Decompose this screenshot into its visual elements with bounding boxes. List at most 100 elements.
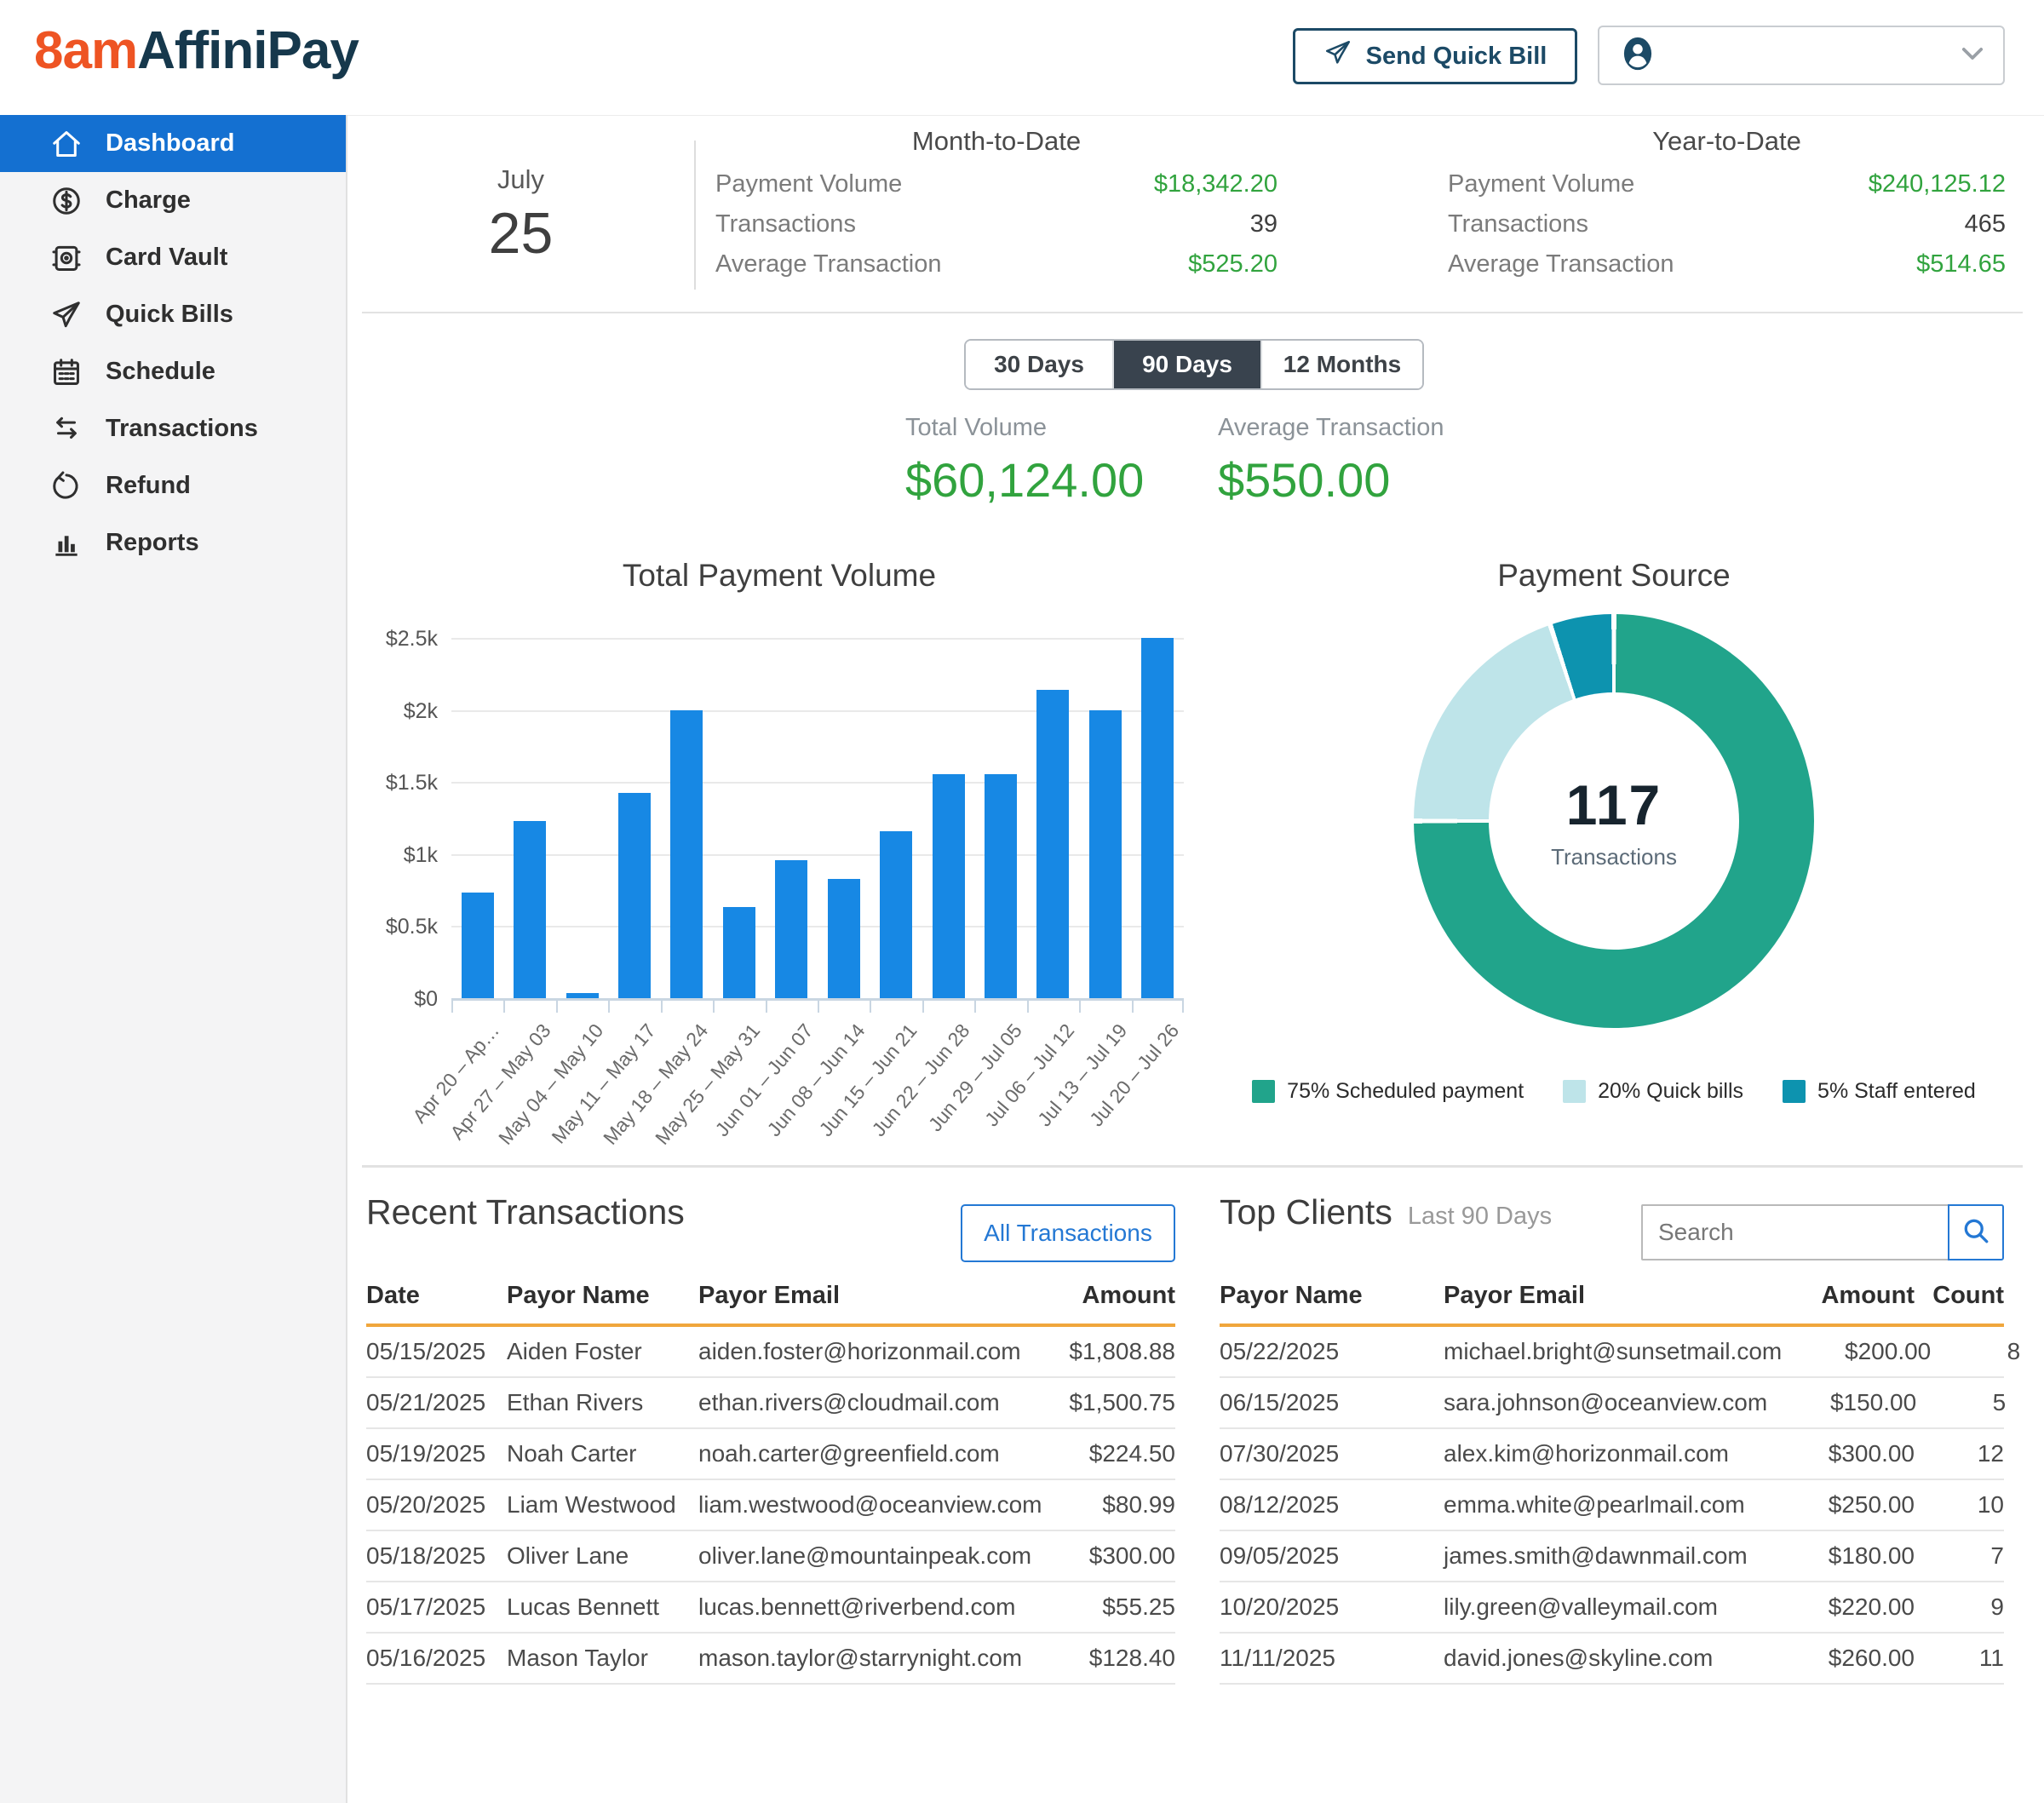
- search-icon: [1961, 1215, 1991, 1250]
- tab-90-days[interactable]: 90 Days: [1114, 341, 1262, 388]
- search-input[interactable]: [1641, 1204, 1949, 1260]
- table-cell: 05/22/2025: [1220, 1338, 1444, 1365]
- stat-row: Payment Volume$18,342.20: [715, 170, 1278, 198]
- bar-Jun 15 – Jun 21: [880, 831, 912, 998]
- user-menu[interactable]: [1598, 26, 2005, 85]
- table-cell: 10: [1915, 1491, 2004, 1519]
- y-axis-tick-label: $0.5k: [366, 915, 438, 939]
- table-cell: 05/18/2025: [366, 1542, 507, 1570]
- table-cell: 06/15/2025: [1220, 1389, 1444, 1416]
- x-axis-tick-mark: [451, 999, 453, 1013]
- column-header: Count: [1915, 1282, 2004, 1310]
- table-cell: $300.00: [1766, 1440, 1915, 1467]
- table-cell: 05/20/2025: [366, 1491, 507, 1519]
- average-transaction-label: Average Transaction: [1218, 414, 1444, 442]
- stat-value: $514.65: [1916, 250, 2006, 278]
- legend-swatch-icon: [1252, 1080, 1275, 1103]
- table-cell: oliver.lane@mountainpeak.com: [698, 1542, 1056, 1570]
- bar-Jul 06 – Jul 12: [1036, 690, 1069, 998]
- ytd-title: Year-to-Date: [1448, 126, 2006, 157]
- sidebar-item-quick-bills[interactable]: Quick Bills: [0, 286, 346, 343]
- column-header: Payor Name: [507, 1282, 698, 1310]
- table-row: 07/30/2025alex.kim@horizonmail.com$300.0…: [1220, 1429, 2004, 1480]
- search-button[interactable]: [1948, 1204, 2004, 1260]
- sidebar-item-label: Card Vault: [106, 244, 227, 272]
- table-cell: 05/16/2025: [366, 1645, 507, 1672]
- table-cell: 9: [1915, 1593, 2004, 1621]
- stat-label: Average Transaction: [715, 250, 941, 278]
- sidebar-item-card-vault[interactable]: Card Vault: [0, 229, 346, 286]
- gridline: [451, 854, 1184, 856]
- table-cell: 09/05/2025: [1220, 1542, 1444, 1570]
- sidebar-item-refund[interactable]: Refund: [0, 457, 346, 514]
- table-cell: $300.00: [1056, 1542, 1175, 1570]
- legend-label: 20% Quick bills: [1598, 1079, 1743, 1104]
- sidebar-item-reports[interactable]: Reports: [0, 514, 346, 571]
- all-transactions-button[interactable]: All Transactions: [961, 1204, 1175, 1262]
- sidebar-item-charge[interactable]: Charge: [0, 172, 346, 229]
- table-cell: 7: [1915, 1542, 2004, 1570]
- bar-May 18 – May 24: [670, 710, 703, 998]
- column-header: Payor Email: [1444, 1282, 1766, 1310]
- sidebar-item-dashboard[interactable]: Dashboard: [0, 115, 346, 172]
- sidebar-nav: DashboardCharge Card Vault Quick BillsSche…: [0, 115, 347, 1803]
- x-axis-tick-mark: [503, 999, 505, 1013]
- send-quick-bill-label: Send Quick Bill: [1366, 43, 1547, 71]
- legend-label: 75% Scheduled payment: [1287, 1079, 1524, 1104]
- card-vault-icon: [49, 241, 83, 275]
- table-cell: james.smith@dawnmail.com: [1444, 1542, 1766, 1570]
- donut-ring: 117 Transactions: [1414, 614, 1814, 1028]
- sidebar-item-label: Refund: [106, 472, 191, 500]
- table-cell: liam.westwood@oceanview.com: [698, 1491, 1056, 1519]
- bar-May 04 – May 10: [566, 993, 599, 998]
- table-cell: lily.green@valleymail.com: [1444, 1593, 1766, 1621]
- total-volume-label: Total Volume: [905, 414, 1144, 442]
- stat-label: Payment Volume: [1448, 170, 1634, 198]
- table-cell: 11: [1915, 1645, 2004, 1672]
- recent-transactions-section: Recent Transactions All Transactions Dat…: [366, 1192, 1175, 1685]
- payment-source-chart: Payment Source 117 Transactions 75% Sche…: [1324, 558, 1903, 1137]
- table-cell: Ethan Rivers: [507, 1389, 698, 1416]
- table-cell: 05/19/2025: [366, 1440, 507, 1467]
- sidebar-item-schedule[interactable]: Schedule: [0, 343, 346, 400]
- table-cell: lucas.bennett@riverbend.com: [698, 1593, 1056, 1621]
- table-row: 05/22/2025michael.bright@sunsetmail.com$…: [1220, 1327, 2004, 1378]
- stats-divider-vertical: [694, 141, 696, 290]
- home-icon: [49, 127, 83, 161]
- app-logo: 8amAffiniPay: [34, 20, 359, 81]
- sidebar-item-label: Transactions: [106, 415, 258, 443]
- table-cell: ethan.rivers@cloudmail.com: [698, 1389, 1056, 1416]
- bar-Jun 01 – Jun 07: [775, 860, 807, 998]
- table-cell: Aiden Foster: [507, 1338, 698, 1365]
- date-month: July: [497, 164, 544, 195]
- x-axis-tick-mark: [1027, 999, 1029, 1013]
- tab-12-months[interactable]: 12 Months: [1262, 341, 1422, 388]
- paper-plane-icon: [49, 298, 83, 332]
- bar-May 11 – May 17: [618, 793, 651, 998]
- payment-volume-chart: Total Payment Volume $0$0.5k$1k$1.5k$2k$…: [366, 558, 1192, 1111]
- legend-label: 5% Staff entered: [1817, 1079, 1976, 1104]
- donut-center: 117 Transactions: [1489, 692, 1739, 950]
- x-axis-tick-mark: [870, 999, 871, 1013]
- table-cell: $200.00: [1782, 1338, 1931, 1365]
- table-row: 05/21/2025Ethan Riversethan.rivers@cloud…: [366, 1378, 1175, 1429]
- table-cell: $150.00: [1767, 1389, 1916, 1416]
- donut-legend: 75% Scheduled payment20% Quick bills5% S…: [1324, 1079, 1903, 1104]
- table-cell: $80.99: [1056, 1491, 1175, 1519]
- sidebar-item-transactions[interactable]: Transactions: [0, 400, 346, 457]
- table-cell: Lucas Bennett: [507, 1593, 698, 1621]
- table-cell: michael.bright@sunsetmail.com: [1444, 1338, 1782, 1365]
- column-header: Amount: [1056, 1282, 1175, 1310]
- tab-30-days[interactable]: 30 Days: [966, 341, 1114, 388]
- bar-Apr 27 – May 03: [514, 821, 546, 998]
- bar-chart-plot: $0$0.5k$1k$1.5k$2k$2.5kApr 20 – Ap…Apr 2…: [451, 639, 1184, 999]
- table-cell: $55.25: [1056, 1593, 1175, 1621]
- x-axis-tick-mark: [922, 999, 924, 1013]
- table-cell: emma.white@pearlmail.com: [1444, 1491, 1766, 1519]
- donut-chart-title: Payment Source: [1324, 558, 1903, 594]
- x-axis-tick-mark: [556, 999, 558, 1013]
- send-quick-bill-button[interactable]: Send Quick Bill: [1293, 28, 1577, 84]
- average-transaction-value: $550.00: [1218, 452, 1444, 508]
- column-header: Date: [366, 1282, 507, 1310]
- date-range-tabs: 30 Days90 Days12 Months: [964, 339, 1424, 390]
